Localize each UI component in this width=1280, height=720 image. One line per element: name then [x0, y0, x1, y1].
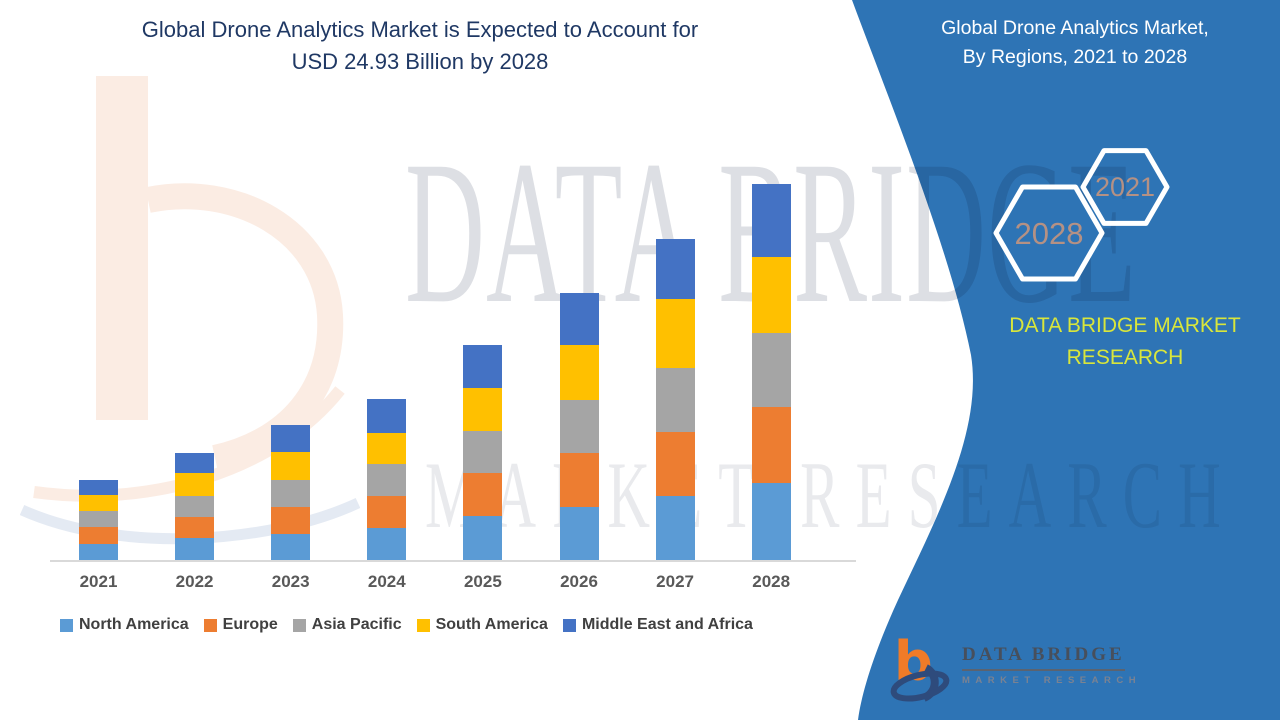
segment-2022-south-america — [175, 472, 215, 496]
legend-swatch-south-america — [416, 618, 430, 632]
segment-2021-middle-east-and-africa — [79, 479, 118, 495]
segment-2028-north-america — [751, 482, 791, 560]
segment-2025-middle-east-and-africa — [463, 345, 503, 389]
plot-area — [50, 182, 856, 562]
segment-2025-europe — [463, 472, 503, 516]
legend-item-north-america: North America — [60, 616, 189, 634]
footer-logo-name: DATA BRIDGE — [962, 644, 1125, 671]
segment-2022-middle-east-and-africa — [175, 452, 215, 473]
hexagon-2021-outline — [1080, 148, 1170, 226]
brand-line2: RESEARCH — [1066, 345, 1184, 369]
x-axis-label-2021: 2021 — [79, 572, 118, 591]
segment-2026-south-america — [559, 344, 599, 400]
bar-2028 — [751, 183, 791, 560]
bar-2024 — [367, 399, 407, 560]
segment-2023-europe — [271, 506, 311, 535]
segment-2027-south-america — [655, 299, 695, 368]
bar-2025 — [463, 345, 503, 560]
legend-item-europe: Europe — [203, 616, 278, 634]
legend-item-asia-pacific: Asia Pacific — [292, 616, 402, 634]
segment-2024-middle-east-and-africa — [367, 399, 407, 433]
brand-wordmark: DATA BRIDGE MARKET RESEARCH — [955, 310, 1280, 373]
chart-title-line2: USD 24.93 Billion by 2028 — [291, 48, 549, 74]
segment-2026-europe — [559, 452, 599, 507]
brand-line1: DATA BRIDGE MARKET — [1009, 314, 1241, 337]
bar-2021 — [79, 479, 118, 560]
legend-label-asia-pacific: Asia Pacific — [311, 616, 402, 633]
legend-label-north-america: North America — [79, 616, 189, 633]
x-axis-label-2026: 2026 — [560, 572, 598, 591]
x-axis-label-2024: 2024 — [367, 572, 406, 591]
legend-swatch-asia-pacific — [292, 618, 306, 632]
hexagon-2028-outline — [993, 184, 1105, 282]
legend-item-south-america: South America — [416, 616, 548, 634]
segment-2025-north-america — [463, 515, 503, 560]
x-axis-label-2025: 2025 — [463, 572, 502, 591]
segment-2025-south-america — [463, 388, 503, 431]
segment-2028-south-america — [751, 256, 791, 333]
legend-swatch-europe — [203, 618, 217, 632]
x-axis-label-2022: 2022 — [175, 572, 214, 591]
footer-logo: b DATA BRIDGE MARKET RESEARCH — [890, 634, 1141, 704]
segment-2021-europe — [79, 526, 118, 545]
legend-swatch-middle-east-and-africa — [562, 618, 576, 632]
bar-2022 — [175, 452, 215, 560]
bar-2027 — [655, 239, 695, 560]
segment-2024-europe — [367, 496, 407, 529]
bar-2026 — [559, 292, 599, 560]
right-title-line1: Global Drone Analytics Market, — [941, 17, 1209, 39]
segment-2028-asia-pacific — [751, 332, 791, 407]
segment-2024-north-america — [367, 528, 407, 560]
chart-title: Global Drone Analytics Market is Expecte… — [40, 14, 800, 78]
segment-2027-middle-east-and-africa — [655, 239, 695, 300]
segment-2028-middle-east-and-africa — [751, 183, 791, 257]
segment-2023-south-america — [271, 452, 311, 481]
segment-2022-asia-pacific — [175, 495, 215, 517]
footer-logo-tagline: MARKET RESEARCH — [962, 675, 1142, 686]
segment-2023-north-america — [271, 534, 311, 560]
legend-label-europe: Europe — [222, 616, 278, 633]
segment-2021-asia-pacific — [79, 511, 118, 527]
segment-2023-asia-pacific — [271, 480, 311, 507]
segment-2022-europe — [175, 516, 215, 538]
watermark-sub-text: MARKET RESEARCH — [425, 442, 1237, 548]
hexagon-badges: 2021 2028 — [993, 148, 1170, 282]
segment-2024-south-america — [367, 432, 407, 464]
segment-2026-north-america — [559, 506, 599, 560]
data-bridge-logo-icon: b — [890, 634, 950, 702]
segment-2021-north-america — [79, 544, 118, 560]
x-axis-label-2028: 2028 — [752, 572, 791, 591]
x-axis-label-2027: 2027 — [656, 572, 694, 591]
badge-year-2021: 2021 — [1095, 172, 1155, 202]
segment-2023-middle-east-and-africa — [271, 424, 311, 453]
badge-year-2028: 2028 — [1015, 216, 1084, 251]
x-axis-label-2023: 2023 — [271, 572, 310, 591]
x-axis-labels: 2021 2022 2023 2024 2025 2026 2027 2028 — [50, 572, 856, 596]
legend-label-middle-east-and-africa: Middle East and Africa — [581, 616, 753, 633]
legend-item-middle-east-and-africa: Middle East and Africa — [562, 616, 753, 634]
legend: North America Europe Asia Pacific South Ame… — [60, 616, 753, 634]
segment-2027-north-america — [655, 495, 695, 560]
segment-2025-asia-pacific — [463, 430, 503, 473]
legend-label-south-america: South America — [435, 616, 548, 633]
segment-2027-asia-pacific — [655, 367, 695, 432]
legend-swatch-north-america — [60, 618, 73, 632]
segment-2026-asia-pacific — [559, 399, 599, 453]
segment-2024-asia-pacific — [367, 463, 407, 497]
segment-2027-europe — [655, 431, 695, 496]
bar-2023 — [271, 424, 311, 560]
segment-2026-middle-east-and-africa — [559, 292, 599, 345]
chart-title-line1: Global Drone Analytics Market is Expecte… — [141, 17, 699, 42]
segment-2021-south-america — [79, 494, 118, 512]
segment-2022-north-america — [175, 537, 215, 560]
segment-2028-europe — [751, 406, 791, 483]
right-panel-title: Global Drone Analytics Market, By Region… — [880, 14, 1270, 73]
right-title-line2: By Regions, 2021 to 2028 — [962, 46, 1188, 69]
